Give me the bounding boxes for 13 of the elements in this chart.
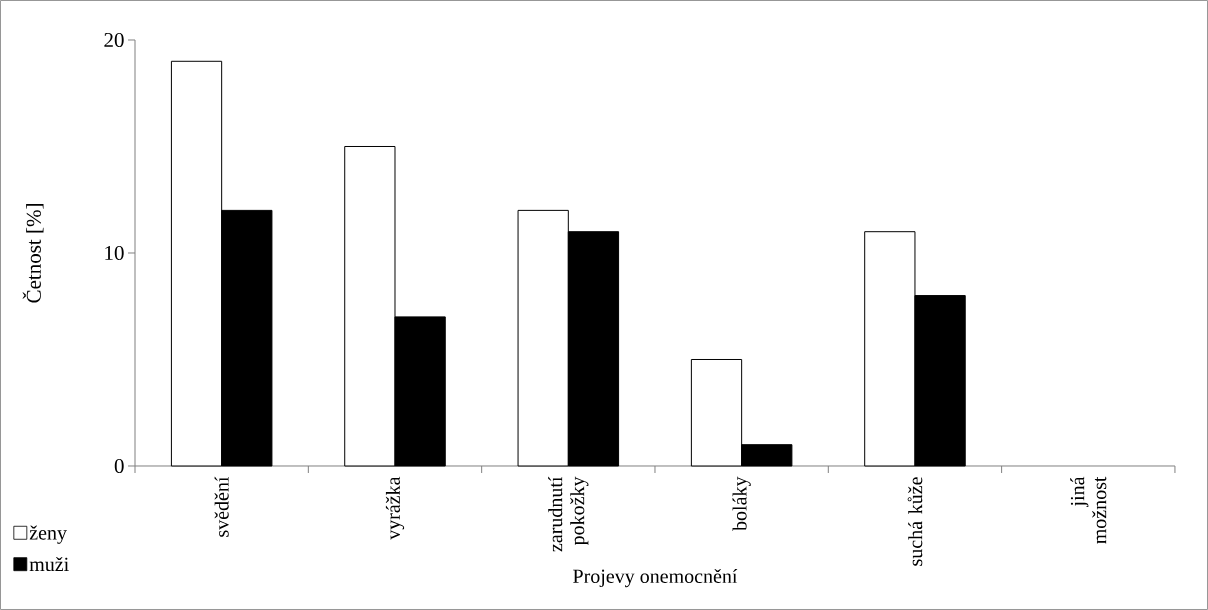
legend-label: ženy — [29, 525, 67, 544]
y-tick-label: 20 — [104, 32, 124, 48]
x-tick-label: vyrážka — [385, 476, 405, 540]
y-tick-label: 0 — [114, 458, 124, 474]
x-tick-label: boláky — [732, 476, 751, 531]
legend-label: muži — [29, 556, 69, 572]
x-tick-label: suchá kůže — [907, 477, 923, 566]
y-axis-title: Četnost [%] — [22, 204, 44, 303]
x-axis-title: Projevy onemocnění — [573, 568, 738, 588]
x-tick-label: jiná možnost — [1070, 476, 1107, 544]
x-tick-label: svědění — [214, 476, 229, 537]
x-tick-label: zarudnutí pokožky — [548, 476, 589, 552]
y-tick-label: 10 — [105, 245, 124, 261]
